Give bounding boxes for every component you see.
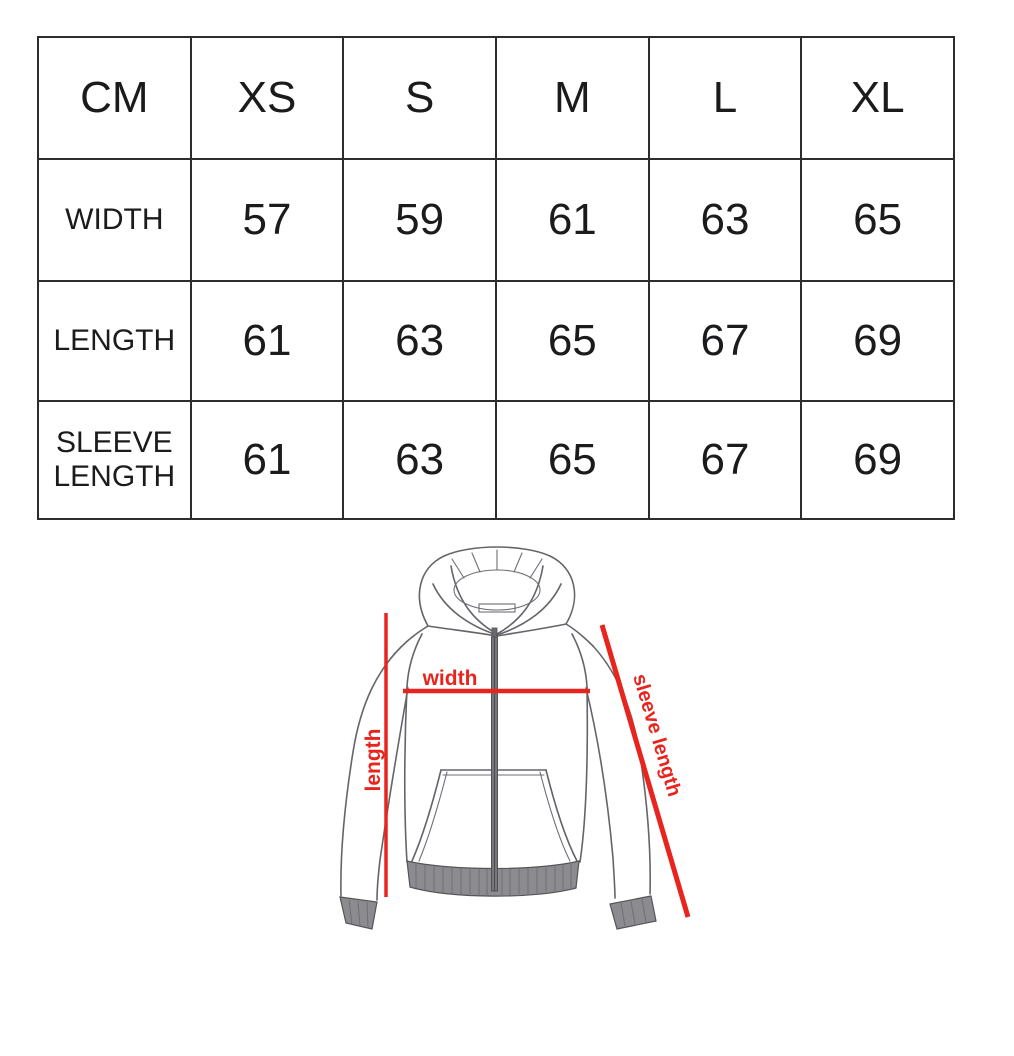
cell-width-xl: 65: [800, 158, 955, 282]
cell-length-xs: 61: [189, 280, 345, 402]
hood: [418, 546, 576, 637]
row-label-width: WIDTH: [37, 158, 192, 282]
width-label: width: [422, 667, 478, 690]
size-header-xs: XS: [189, 36, 345, 160]
row-label-length: LENGTH: [37, 280, 192, 402]
cell-width-m: 61: [494, 158, 650, 282]
cell-length-m: 65: [494, 280, 650, 402]
table-row-sleeve-length: SLEEVE LENGTH 61 63 65 67 69: [37, 400, 955, 520]
hoodie-sketch: [339, 546, 657, 930]
unit-header-cell: CM: [37, 36, 192, 160]
cell-length-xl: 69: [800, 280, 955, 402]
left-cuff: [339, 896, 378, 930]
pocket: [411, 769, 578, 862]
body: [400, 623, 594, 863]
sleeve-length-measure-line: [599, 624, 691, 918]
cell-sleeve-l: 67: [647, 400, 803, 520]
row-label-sleeve-length: SLEEVE LENGTH: [37, 400, 192, 520]
zipper: [491, 627, 498, 892]
cell-length-l: 67: [647, 280, 803, 402]
length-label: length: [362, 729, 385, 792]
cell-sleeve-xl: 69: [800, 400, 955, 520]
hood-label-patch: [478, 603, 516, 613]
cell-width-s: 59: [342, 158, 497, 282]
hoodie-measurement-diagram: width length sleeve length: [339, 546, 691, 930]
cell-length-s: 63: [342, 280, 497, 402]
cell-sleeve-xs: 61: [189, 400, 345, 520]
size-chart-table: CM XS S M L XL WIDTH 57 59 61 63 65 LENG…: [37, 36, 955, 520]
right-cuff: [609, 895, 657, 930]
left-sleeve: [340, 646, 409, 901]
size-header-s: S: [342, 36, 497, 160]
cell-sleeve-s: 63: [342, 400, 497, 520]
table-header-row: CM XS S M L XL: [37, 36, 955, 160]
cell-sleeve-m: 65: [494, 400, 650, 520]
cell-width-xs: 57: [189, 158, 345, 282]
size-header-xl: XL: [800, 36, 955, 160]
cell-width-l: 63: [647, 158, 803, 282]
size-header-l: L: [647, 36, 803, 160]
size-header-m: M: [494, 36, 650, 160]
table-row-length: LENGTH 61 63 65 67 69: [37, 280, 955, 402]
table-row-width: WIDTH 57 59 61 63 65: [37, 158, 955, 282]
